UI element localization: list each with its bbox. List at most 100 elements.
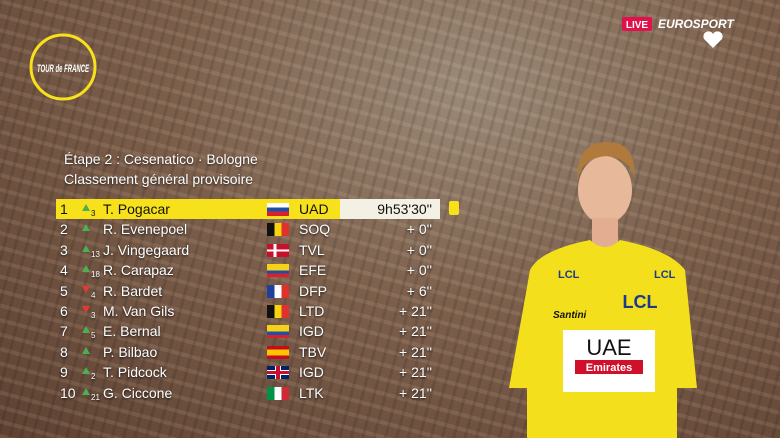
standing-row: 4 18 R. Carapaz EFE + 0''	[56, 260, 440, 280]
jersey-text: LCL	[558, 269, 580, 281]
time-gap: + 21''	[399, 364, 432, 381]
standing-row: 6 3 M. Van Gils LTD + 21''	[56, 301, 440, 321]
live: LIVE	[626, 20, 649, 31]
rank: 5	[60, 282, 68, 299]
rider-hair	[577, 142, 635, 180]
flag	[267, 325, 289, 339]
stage-title: Étape 2 : Cesenatico · Bologne	[64, 151, 258, 167]
jersey-text: LCL	[623, 292, 658, 312]
time-gap: + 21''	[399, 323, 432, 340]
time-gap: + 21''	[399, 384, 432, 401]
rank: 6	[60, 303, 68, 319]
yellow-jersey-icon	[449, 201, 459, 215]
standing-row: 2 R. Evenepoel SOQ + 0''	[56, 219, 440, 239]
team-code: SOQ	[299, 221, 331, 238]
trend-arrow	[82, 346, 90, 354]
jersey-band	[575, 360, 643, 374]
team-code: IGD	[299, 364, 324, 381]
trend-arrow	[82, 244, 90, 252]
flag	[267, 284, 289, 298]
live-badge	[622, 17, 652, 31]
team-code: DFP	[299, 282, 327, 299]
rank-change: 13	[91, 249, 100, 259]
trend-arrow	[82, 367, 90, 375]
trend-arrow	[82, 285, 90, 293]
team-code: UAD	[299, 201, 329, 217]
flag	[267, 366, 289, 380]
standing-row: 3 13 J. Vingegaard TVL + 0''	[56, 240, 440, 260]
standing-row: 1 3 T. Pogacar UAD 9h53'30''	[56, 199, 440, 219]
flag	[267, 305, 289, 318]
flag	[267, 243, 289, 257]
rank: 9	[60, 364, 68, 381]
rank: 10	[60, 384, 76, 401]
team-code: LTD	[299, 303, 325, 319]
team-code: TVL	[299, 241, 325, 258]
logo-ring	[29, 33, 97, 101]
standing-row: 5 4 R. Bardet DFP + 6''	[56, 281, 440, 301]
standing-row: 9 2 T. Pidcock IGD + 21''	[56, 362, 440, 382]
rider-name: T. Pogacar	[103, 201, 170, 217]
rider-head	[578, 156, 632, 224]
rider-name: R. Evenepoel	[103, 221, 188, 238]
rank: 3	[60, 241, 68, 258]
rider-name: J. Vingegaard	[103, 241, 190, 258]
time-box	[340, 199, 440, 219]
trend-arrow	[82, 387, 90, 395]
rider-name: M. Van Gils	[103, 303, 175, 319]
standing-row: 10 21 G. Ciccone LTK + 21''	[56, 383, 440, 403]
rider-name: E. Bernal	[103, 323, 161, 340]
rank-change: 4	[91, 290, 96, 300]
time-gap: 9h53'30''	[377, 201, 432, 217]
rank: 8	[60, 343, 68, 360]
rank: 2	[60, 221, 68, 238]
classification-title: Classement général provisoire	[64, 171, 254, 187]
rank: 4	[60, 262, 68, 279]
trend-arrow	[82, 265, 90, 273]
time-gap: + 0''	[406, 241, 432, 258]
rank-change: 21	[91, 392, 100, 402]
flag	[267, 223, 289, 237]
rank-change: 3	[91, 209, 96, 218]
jersey-text: LCL	[654, 269, 676, 281]
time-gap: + 0''	[406, 262, 432, 279]
rider-name: P. Bilbao	[103, 343, 158, 360]
time-gap: + 0''	[406, 221, 432, 238]
flag	[267, 203, 289, 216]
rider-name: T. Pidcock	[103, 364, 167, 381]
team-code: TBV	[299, 343, 327, 360]
jersey-text: Emirates	[586, 362, 632, 374]
logo: TOUR de FRANCE	[37, 63, 89, 75]
trend-arrow	[82, 224, 90, 232]
rider-name: R. Bardet	[103, 282, 163, 299]
rank: 1	[60, 201, 68, 217]
rank-change: 2	[91, 372, 96, 382]
rank-change: 5	[91, 331, 96, 341]
rank-change: 3	[91, 311, 96, 320]
standing-row: 7 5 E. Bernal IGD + 21''	[56, 321, 440, 341]
rider-name: G. Ciccone	[103, 384, 173, 401]
time-gap: + 6''	[406, 282, 432, 299]
rider-name: R. Carapaz	[103, 262, 174, 279]
trend-arrow	[82, 204, 90, 211]
jersey-text: UAE	[586, 335, 631, 360]
flag	[267, 264, 289, 278]
heart-icon	[703, 31, 723, 48]
time-gap: + 21''	[399, 343, 432, 360]
trend-arrow	[82, 326, 90, 334]
flag	[267, 345, 289, 359]
trend-arrow	[82, 306, 90, 313]
rank: 7	[60, 323, 68, 340]
flag	[267, 386, 289, 400]
jersey-text: Santini	[553, 310, 587, 321]
team-code: LTK	[299, 384, 324, 401]
team-code: IGD	[299, 323, 324, 340]
standing-row: 8 P. Bilbao TBV + 21''	[56, 342, 440, 362]
team-code: EFE	[299, 262, 327, 279]
time-gap: + 21''	[399, 303, 432, 319]
rider-neck	[592, 218, 618, 248]
channel: EUROSPORT	[658, 17, 735, 31]
rank-change: 18	[91, 270, 100, 280]
